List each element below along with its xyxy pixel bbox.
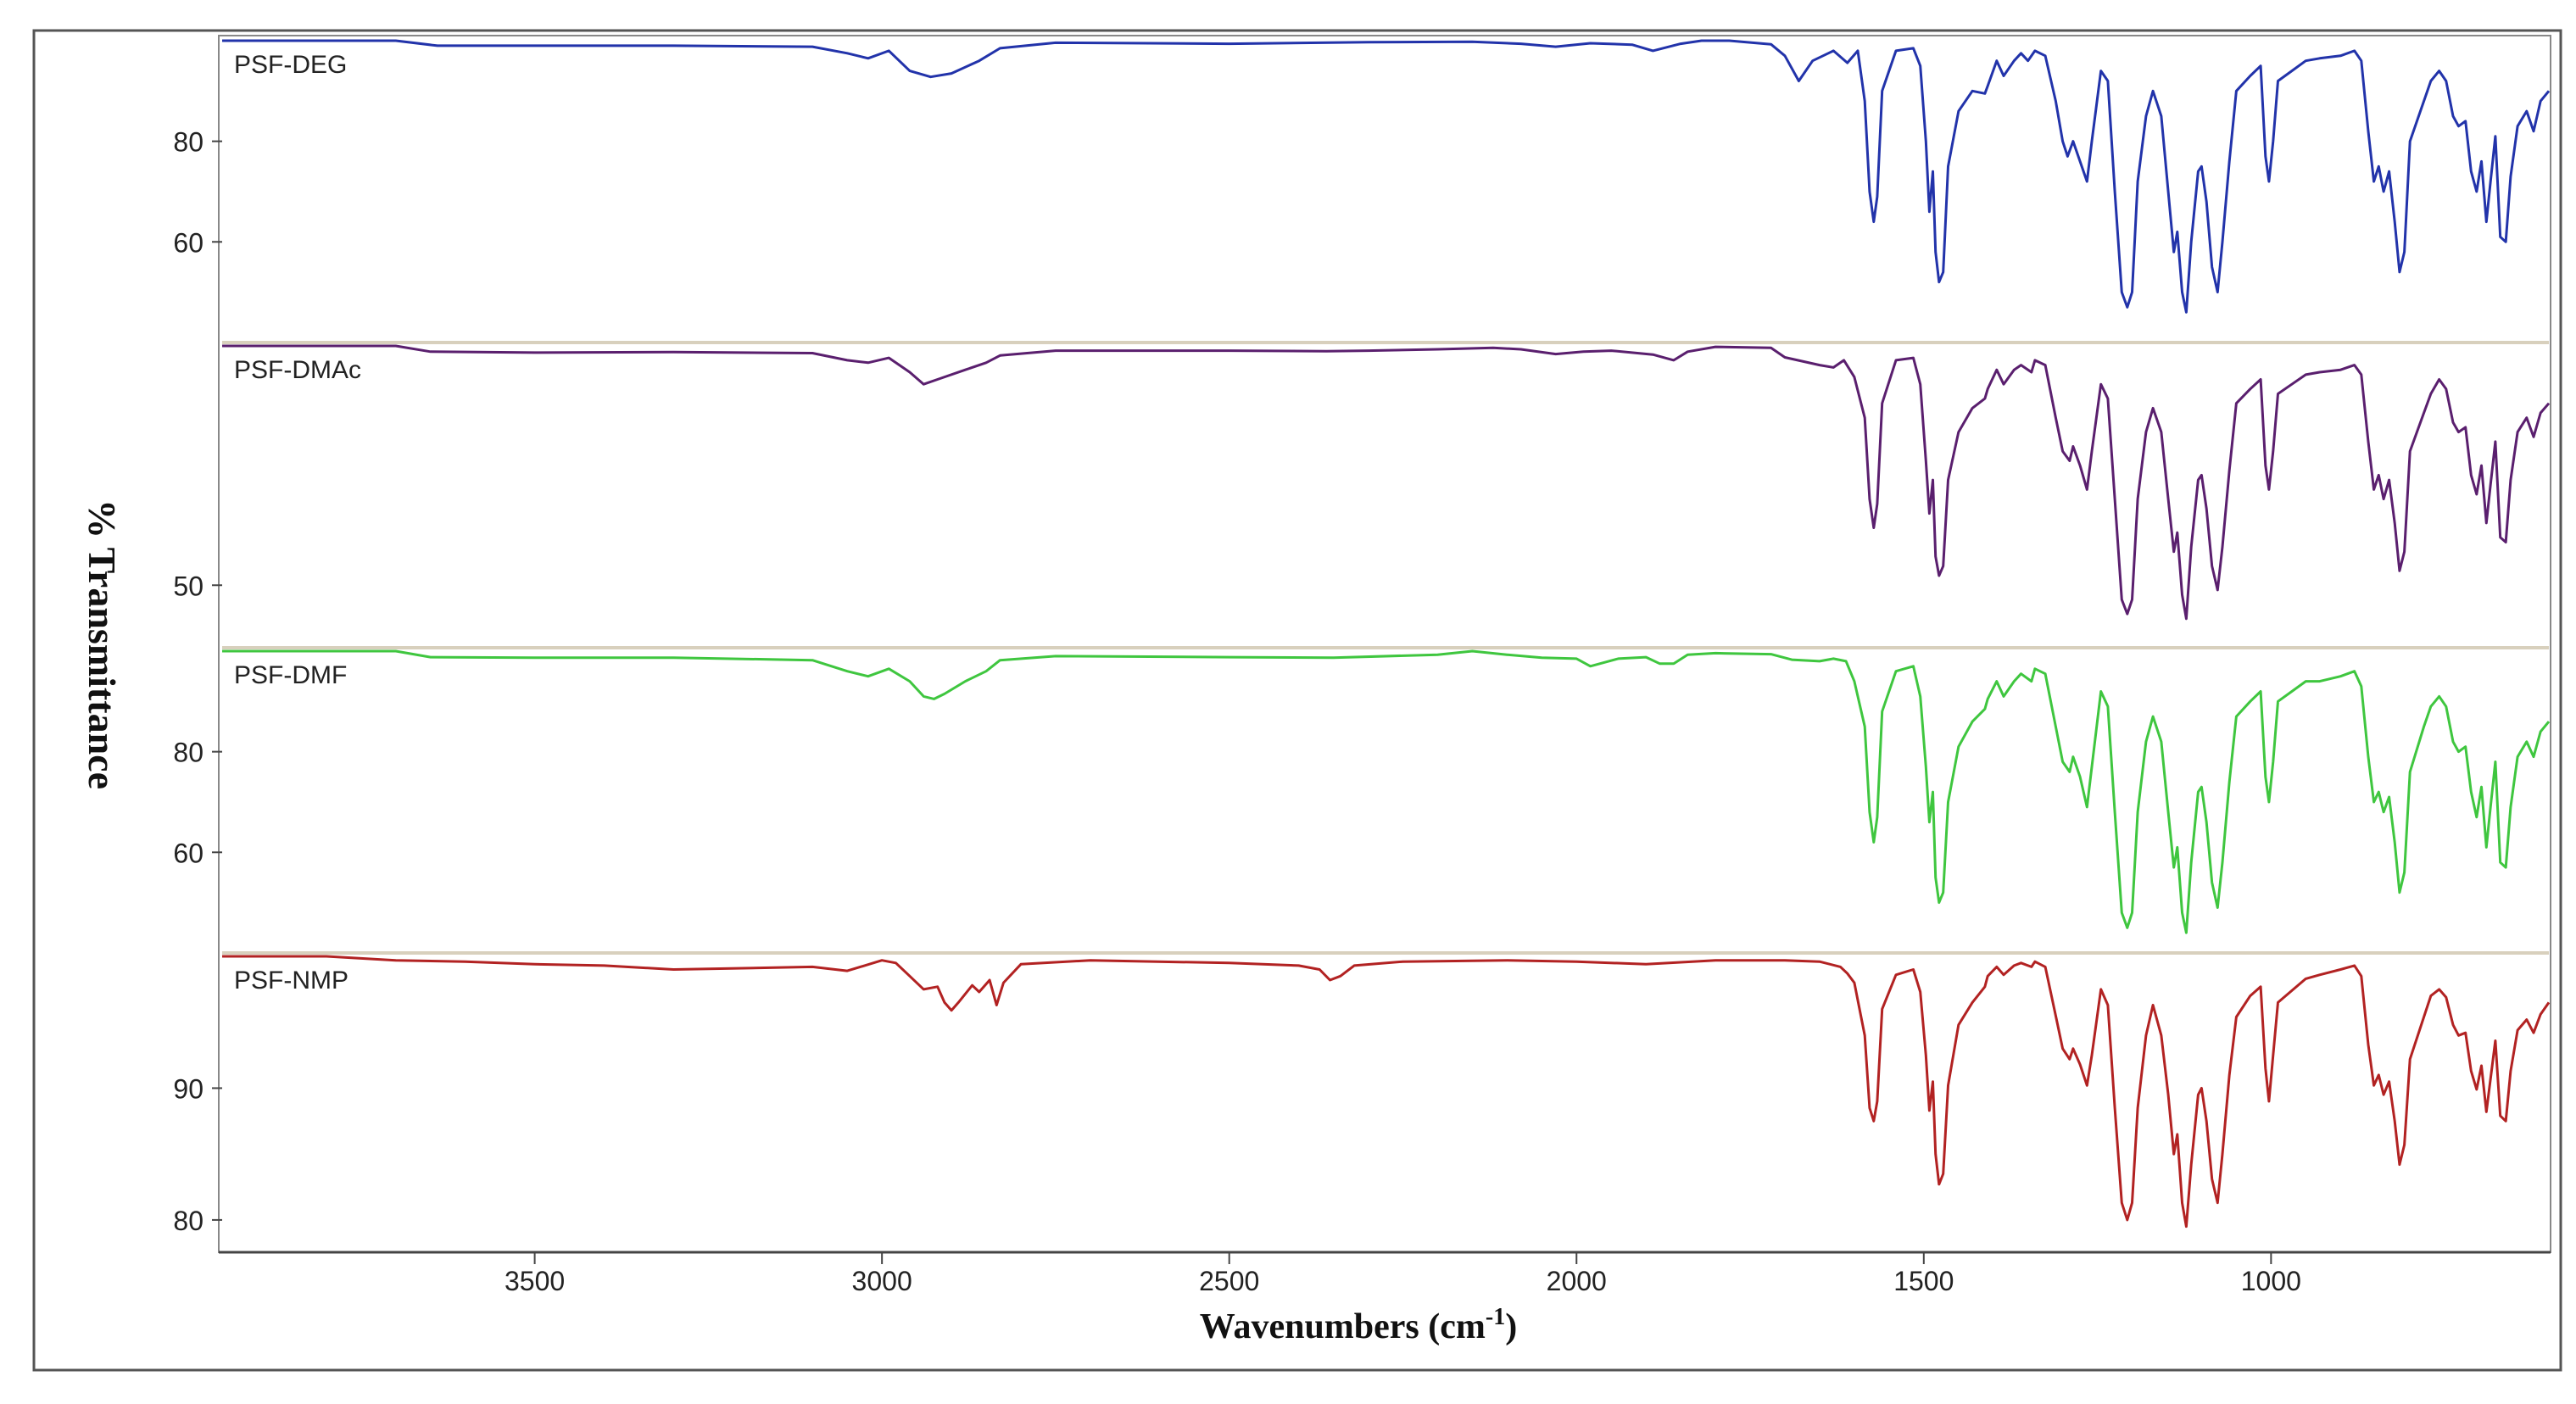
panel-psf-dmac: 50 PSF-DMAc xyxy=(173,344,2551,621)
x-tick-label-3000: 3000 xyxy=(852,1266,912,1296)
y-tick-label-psf-dmac-50: 50 xyxy=(173,571,204,601)
panel-psf-nmp: 90 80 PSF-NMP xyxy=(173,955,2551,1236)
y-tick-label-psf-nmp-80: 80 xyxy=(173,1206,204,1236)
x-axis-label-main: Wavenumbers (cm xyxy=(1200,1307,1486,1346)
x-axis-label: Wavenumbers (cm-1) xyxy=(1200,1304,1517,1346)
y-tick-label-psf-nmp-90: 90 xyxy=(173,1073,204,1104)
series-line-psf-dmac xyxy=(222,344,2551,621)
spectra-panels: 80 60 PSF-DEG 50 PSF-DMAc 80 60 PSF-DMF 90 80 PSF-… xyxy=(173,39,2551,1236)
x-tick-label-2000: 2000 xyxy=(1547,1266,1607,1296)
series-line-psf-deg xyxy=(222,39,2551,314)
panel-psf-dmf: 80 60 PSF-DMF xyxy=(173,649,2551,934)
series-label-psf-dmac: PSF-DMAc xyxy=(234,356,361,384)
series-line-psf-nmp xyxy=(222,955,2551,1228)
x-axis: 3500 3000 2500 2000 1500 1000 xyxy=(219,1251,2551,1296)
y-tick-label-psf-deg-80: 80 xyxy=(173,127,204,158)
y-tick-label-psf-dmf-80: 80 xyxy=(173,738,204,768)
y-axis-label: % Transmittance xyxy=(81,499,124,789)
y-tick-label-psf-deg-60: 60 xyxy=(173,227,204,258)
y-tick-label-psf-dmf-60: 60 xyxy=(173,838,204,868)
x-tick-label-2500: 2500 xyxy=(1199,1266,1259,1296)
series-line-psf-dmf xyxy=(222,649,2551,934)
x-tick-label-1500: 1500 xyxy=(1893,1266,1954,1296)
series-label-psf-nmp: PSF-NMP xyxy=(234,967,348,994)
figure-frame xyxy=(32,29,2562,1372)
panel-psf-deg: 80 60 PSF-DEG xyxy=(173,39,2551,314)
x-tick-label-3500: 3500 xyxy=(505,1266,565,1296)
series-label-psf-deg: PSF-DEG xyxy=(234,51,347,79)
series-label-psf-dmf: PSF-DMF xyxy=(234,661,347,689)
x-tick-label-1000: 1000 xyxy=(2241,1266,2301,1296)
x-axis-label-superscript: -1 xyxy=(1486,1304,1505,1330)
x-axis-label-close: ) xyxy=(1505,1307,1517,1346)
